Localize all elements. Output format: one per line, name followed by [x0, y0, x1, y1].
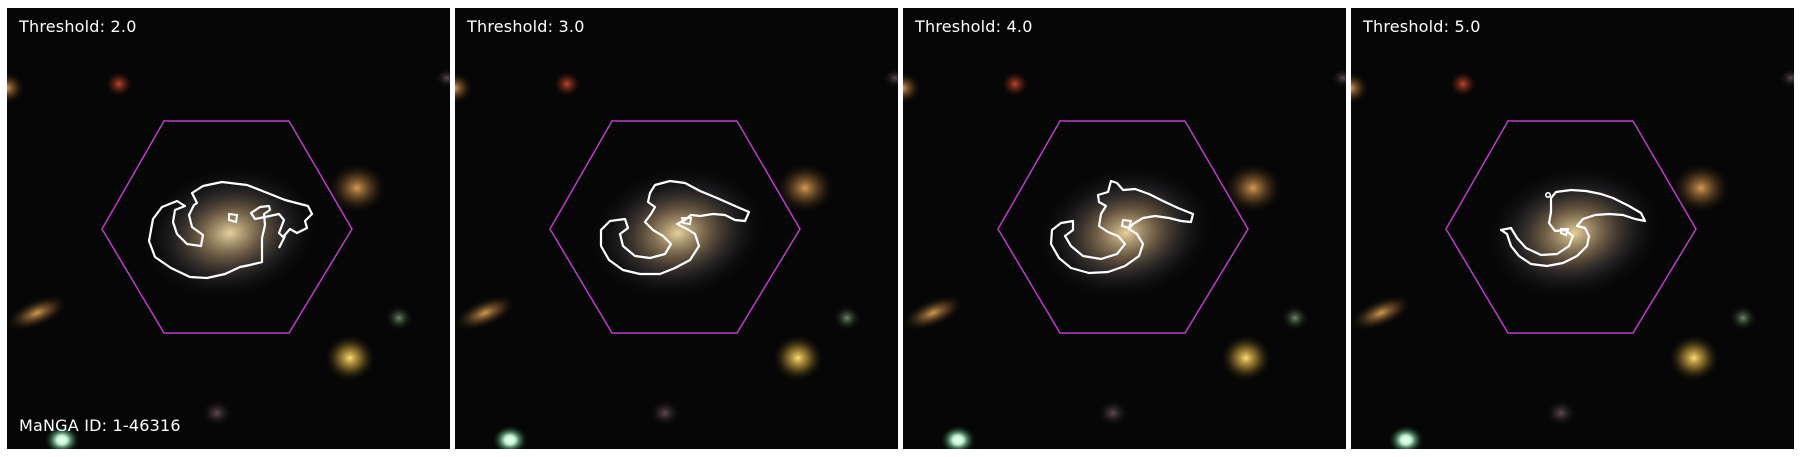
threshold-label: Threshold: 2.0 — [19, 17, 137, 36]
image-panel-threshold-2: Threshold: 2.0 MaNGA ID: 1-46316 — [7, 8, 450, 449]
core-contour — [1120, 218, 1133, 230]
ifu-hexagon — [1445, 120, 1697, 334]
arm-contour — [1049, 179, 1195, 275]
overlay-layer — [101, 120, 353, 334]
core-contour — [680, 217, 693, 226]
galaxy-image — [455, 8, 898, 449]
overlay-layer — [1445, 120, 1697, 334]
threshold-label: Threshold: 5.0 — [1363, 17, 1481, 36]
image-panel-threshold-4: Threshold: 4.0 — [903, 8, 1346, 449]
galaxy-image — [1351, 8, 1794, 449]
arm-contour-spur — [278, 235, 286, 249]
manga-id-label: MaNGA ID: 1-46316 — [19, 416, 181, 435]
ifu-hexagon — [997, 120, 1249, 334]
core-contour — [1560, 228, 1570, 237]
contour-dot — [1545, 192, 1552, 199]
galaxy-image — [7, 8, 450, 449]
threshold-label: Threshold: 3.0 — [467, 17, 585, 36]
threshold-label: Threshold: 4.0 — [915, 17, 1033, 36]
overlay-layer — [549, 120, 801, 334]
ifu-hexagon — [101, 120, 353, 334]
image-panel-threshold-3: Threshold: 3.0 — [455, 8, 898, 449]
arm-contour — [599, 179, 751, 276]
ifu-hexagon — [549, 120, 801, 334]
overlay-layer — [997, 120, 1249, 334]
core-contour — [228, 212, 239, 224]
arm-contour — [1499, 188, 1647, 268]
arm-contour — [147, 180, 314, 280]
image-panel-threshold-5: Threshold: 5.0 — [1351, 8, 1794, 449]
galaxy-image — [903, 8, 1346, 449]
